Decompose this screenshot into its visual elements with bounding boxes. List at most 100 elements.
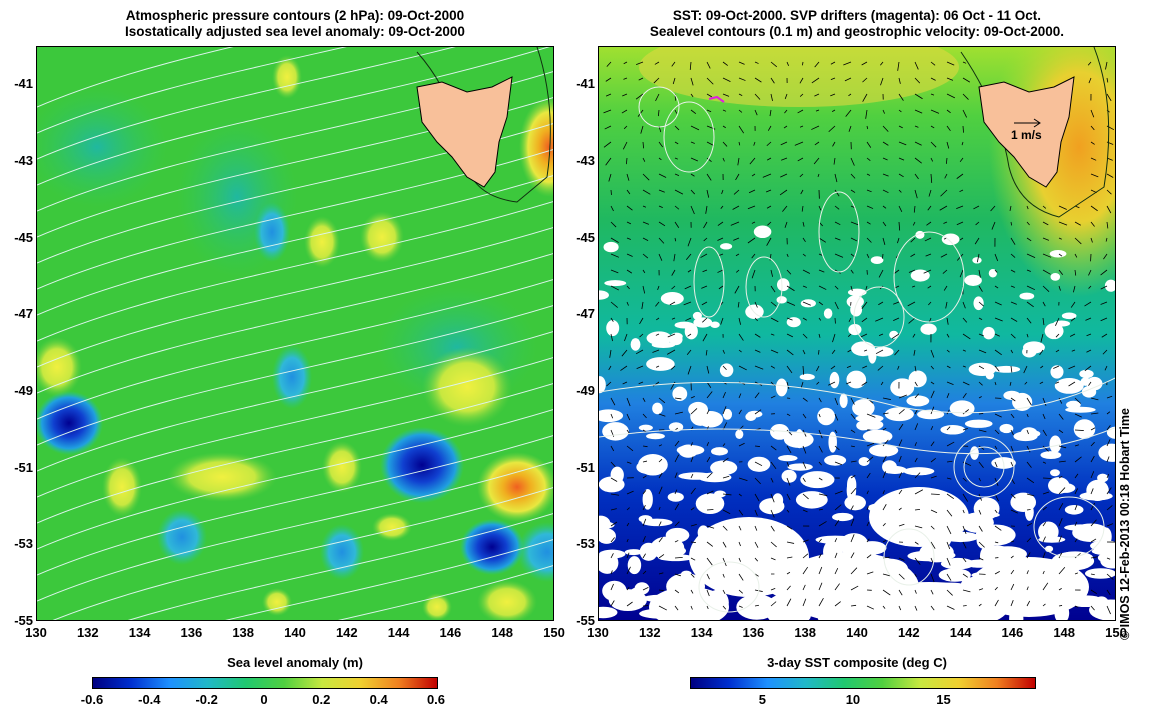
cloud-patch [1084,568,1115,579]
velocity-arrow [882,539,887,543]
velocity-arrow [1026,493,1035,497]
cloud-patch [869,487,969,547]
velocity-arrow [706,589,710,597]
velocity-arrow [866,221,871,225]
velocity-arrow [962,493,969,502]
velocity-arrow [1042,269,1051,275]
velocity-arrow [1026,522,1033,527]
velocity-arrow [914,541,919,545]
x-tick-label: 132 [76,625,99,640]
velocity-arrow [898,109,902,113]
velocity-arrow [850,552,855,559]
velocity-arrow [1106,474,1110,479]
colorbar-tick-label: -0.2 [195,692,218,707]
velocity-arrow [1070,317,1076,322]
velocity-arrow [818,461,822,466]
velocity-arrow [994,571,1000,575]
velocity-arrow [1074,521,1078,527]
velocity-arrow [766,141,772,147]
velocity-arrow [834,567,839,575]
velocity-arrow [882,504,887,511]
velocity-arrow [642,221,650,225]
velocity-arrow [642,475,647,479]
velocity-arrow [642,413,647,419]
velocity-arrow [1106,205,1112,214]
cloud-patch [964,419,993,428]
velocity-arrow [898,408,905,415]
velocity-arrow [610,237,619,243]
velocity-arrow [898,489,903,495]
velocity-arrow [994,445,998,450]
velocity-arrow [940,253,948,258]
velocity-arrow [828,381,836,386]
velocity-arrow [962,541,967,549]
velocity-arrow [1026,477,1035,484]
cloud-patch [852,399,875,417]
velocity-arrow [878,333,884,336]
velocity-arrow [738,409,742,415]
cloud-patch [869,444,899,457]
velocity-arrow [638,77,644,81]
velocity-arrow [706,557,713,566]
velocity-arrow [831,349,836,354]
velocity-arrow [828,125,836,133]
velocity-arrow [930,349,935,358]
velocity-arrow [1040,365,1044,369]
velocity-arrow [674,221,680,228]
velocity-arrow [1106,221,1109,229]
velocity-arrow [770,93,773,102]
velocity-arrow [1090,125,1095,131]
velocity-arrow [1068,381,1076,387]
velocity-arrow [978,317,983,320]
cloud-patch [678,472,714,480]
velocity-arrow [738,141,741,146]
x-tick-label: 136 [742,625,765,640]
velocity-arrow [1106,456,1110,463]
cloud-patch [823,308,833,319]
cloud-patch [1013,431,1038,442]
velocity-arrow [738,77,746,81]
pressure-contour-line [37,409,553,550]
velocity-arrow [946,460,953,463]
velocity-arrow [770,269,774,277]
velocity-arrow [811,77,820,84]
velocity-arrow [1010,349,1014,354]
sea-level-anomaly-map[interactable] [36,46,554,621]
velocity-arrow [946,365,951,369]
cloud-patch [646,433,665,440]
velocity-arrow [786,571,791,575]
velocity-arrow [818,538,822,543]
velocity-arrow [962,381,970,386]
velocity-arrow [1042,603,1046,607]
velocity-arrow [866,125,869,130]
velocity-arrow [875,349,884,355]
velocity-arrow [802,493,809,500]
velocity-arrow [732,205,740,210]
velocity-arrow [978,603,982,607]
velocity-arrow [1106,173,1114,178]
velocity-arrow [642,553,646,559]
velocity-arrow [605,157,612,166]
cloud-patch [889,330,899,339]
cloud-patch [695,493,725,515]
velocity-arrow [850,460,857,463]
velocity-arrow [834,429,838,434]
cloud-patch [599,515,611,533]
velocity-arrow [690,125,700,131]
velocity-arrow [1010,285,1015,288]
velocity-arrow [754,392,760,399]
velocity-arrow [608,173,612,182]
velocity-arrow [946,493,955,500]
velocity-arrow [914,393,920,399]
velocity-arrow [802,301,811,306]
cloud-patch [688,401,708,418]
velocity-arrow [754,61,759,64]
velocity-arrow [722,605,727,610]
colorbar-tick-label: 0.4 [369,692,388,707]
velocity-arrow [978,541,985,548]
sst-map[interactable]: 1 m/s [598,46,1116,621]
velocity-arrow [930,573,935,583]
y-tick-label: -41 [14,76,33,92]
velocity-arrow [642,535,646,543]
velocity-arrow [786,381,790,390]
